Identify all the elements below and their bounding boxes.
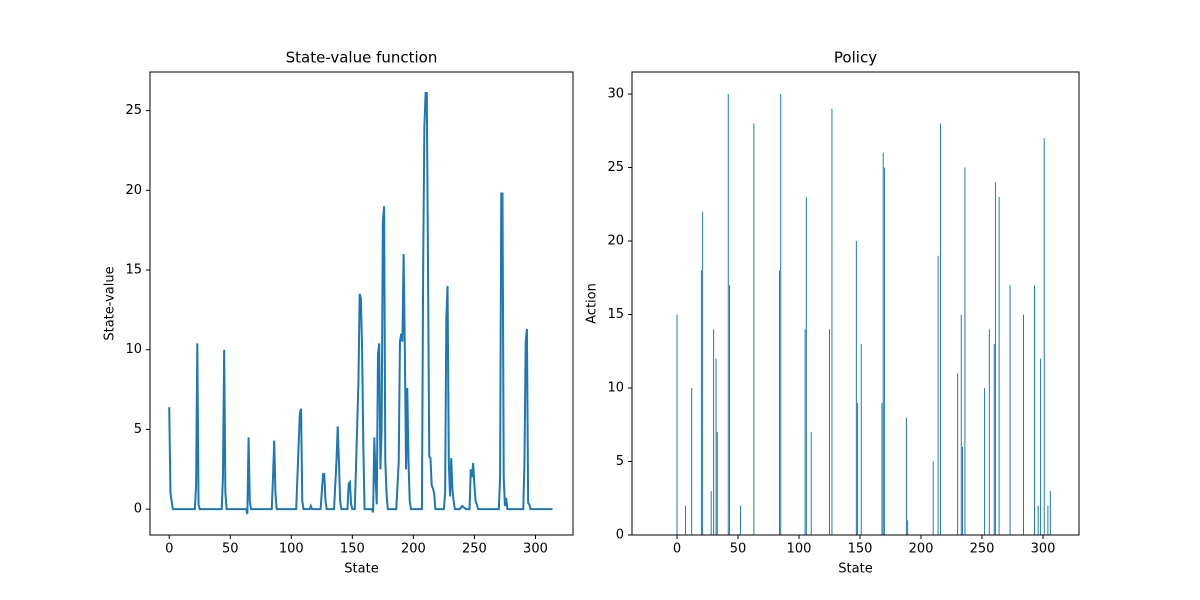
x-axis-label: State [838,562,872,577]
bar [993,343,995,535]
y-tick-label: 10 [125,342,142,357]
y-tick-label: 25 [125,103,142,118]
bar [702,211,704,535]
bar [805,196,807,535]
y-tick-label: 0 [134,502,142,517]
bar [804,329,806,535]
bar [988,329,990,535]
x-axis-label: State [344,562,378,577]
x-tick-label: 0 [673,542,681,557]
line [168,92,553,515]
bar [1043,138,1045,535]
x-tick-label: 150 [848,542,873,557]
bar [700,270,702,535]
bar [881,402,883,535]
bar [691,388,693,535]
bar [1033,285,1035,535]
bar [883,167,885,536]
y-tick-label: 15 [607,307,624,322]
bar [810,432,812,535]
bar [1037,505,1039,535]
y-tick-label: 5 [616,454,624,469]
bar [713,329,715,535]
bar [855,241,857,536]
y-tick-label: 5 [134,422,142,437]
y-tick-label: 20 [607,234,624,249]
y-tick-label: 25 [607,160,624,175]
bar [829,329,831,535]
bar [779,270,780,535]
bar [960,314,962,535]
bar [1023,314,1024,535]
chart-title: Policy [834,49,877,67]
x-tick-label: 250 [970,542,995,557]
bar [728,285,730,535]
x-tick-label: 50 [730,542,747,557]
bar [715,358,717,535]
y-tick-label: 10 [607,381,624,396]
x-tick-label: 300 [523,542,548,557]
bar [937,255,939,535]
bar [1049,490,1051,535]
x-tick-label: 300 [1031,542,1056,557]
bar [998,196,1000,535]
y-tick-label: 0 [616,528,624,543]
bar [753,123,755,535]
y-tick-label: 20 [125,183,142,198]
x-tick-label: 100 [279,542,304,557]
x-tick-label: 150 [340,542,365,557]
bar [905,417,907,535]
bar [907,520,909,535]
bar [957,373,959,535]
bar [739,505,741,535]
bar [994,182,996,535]
y-tick-label: 15 [125,263,142,278]
bar [780,94,782,536]
bar [727,94,729,536]
y-tick-label: 30 [607,87,624,102]
y-axis-label: Action [585,283,600,324]
bar [882,152,884,536]
bar [710,490,712,535]
bar [1009,285,1011,535]
bar [932,461,934,535]
bar [716,432,718,535]
bar [831,108,833,535]
bar [1047,505,1049,535]
bar [676,314,678,535]
bar [685,505,687,535]
bar [860,343,862,535]
x-tick-label: 0 [165,542,173,557]
y-axis-label: State-value [103,266,118,340]
x-tick-label: 200 [401,542,426,557]
bar [983,388,985,535]
bar [1040,358,1042,535]
x-tick-label: 200 [909,542,934,557]
x-tick-label: 100 [787,542,812,557]
x-tick-label: 250 [462,542,487,557]
bar [964,167,966,536]
chart-title: State-value function [286,49,438,67]
bar [940,123,942,535]
axes-frame [149,71,574,536]
bar [857,402,859,535]
bar [962,446,963,535]
x-tick-label: 50 [222,542,239,557]
axes-frame [631,71,1080,536]
